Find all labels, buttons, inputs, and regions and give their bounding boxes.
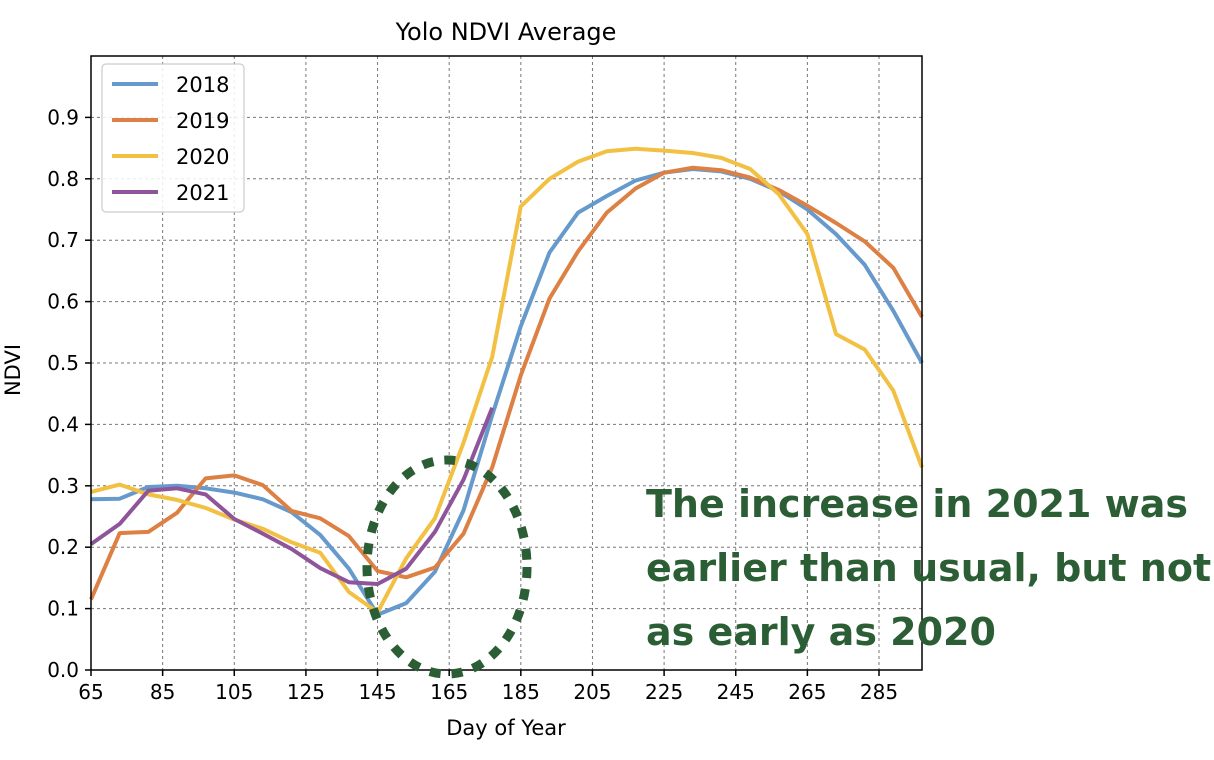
chart-title: Yolo NDVI Average bbox=[395, 18, 617, 46]
y-tick-label: 0.0 bbox=[47, 658, 79, 682]
x-tick-label: 225 bbox=[645, 680, 683, 704]
x-tick-label: 205 bbox=[573, 680, 611, 704]
annotation-line-3: as early as 2020 bbox=[646, 610, 996, 654]
annotation-line-1: The increase in 2021 was bbox=[646, 482, 1189, 526]
x-tick-label: 265 bbox=[788, 680, 826, 704]
annotation-text: The increase in 2021 was earlier than us… bbox=[646, 472, 1212, 664]
series-line-2020 bbox=[90, 146, 924, 615]
legend-label: 2019 bbox=[176, 109, 229, 133]
y-tick-label: 0.5 bbox=[47, 351, 79, 375]
y-tick-label: 0.9 bbox=[47, 105, 79, 129]
y-tick-label: 0.6 bbox=[47, 290, 79, 314]
series-line-2019 bbox=[89, 165, 924, 601]
legend-label: 2021 bbox=[176, 181, 229, 205]
y-axis-label: NDVI bbox=[1, 344, 25, 396]
series-line-2021 bbox=[89, 407, 495, 586]
x-tick-label: 65 bbox=[78, 680, 103, 704]
x-tick-label: 145 bbox=[358, 680, 396, 704]
x-tick-label: 285 bbox=[860, 680, 898, 704]
y-tick-label: 0.1 bbox=[47, 597, 79, 621]
y-tick-label: 0.2 bbox=[47, 535, 79, 559]
legend-box bbox=[101, 63, 245, 213]
x-tick-label: 105 bbox=[215, 680, 253, 704]
series-lines bbox=[89, 146, 924, 617]
y-tick-label: 0.8 bbox=[47, 167, 79, 191]
legend: 2018 2019 2020 2021 bbox=[101, 63, 245, 213]
y-axis-ticks: 0.0 0.1 0.2 0.3 0.4 0.5 0.6 0.7 0.8 0.9 bbox=[47, 105, 91, 682]
x-tick-label: 85 bbox=[150, 680, 175, 704]
x-tick-label: 185 bbox=[502, 680, 540, 704]
legend-label: 2020 bbox=[176, 145, 229, 169]
annotation-line-2: earlier than usual, but not bbox=[646, 546, 1212, 590]
legend-label: 2018 bbox=[176, 73, 229, 97]
x-tick-label: 245 bbox=[717, 680, 755, 704]
y-tick-label: 0.3 bbox=[47, 474, 79, 498]
y-tick-label: 0.7 bbox=[47, 228, 79, 252]
x-axis-ticks: 65 85 105 125 145 165 185 205 225 245 265 285 bbox=[78, 670, 898, 704]
x-axis-label: Day of Year bbox=[446, 716, 566, 740]
x-tick-label: 125 bbox=[287, 680, 325, 704]
x-tick-label: 165 bbox=[430, 680, 468, 704]
highlight-ellipse bbox=[362, 455, 532, 679]
y-tick-label: 0.4 bbox=[47, 412, 79, 436]
